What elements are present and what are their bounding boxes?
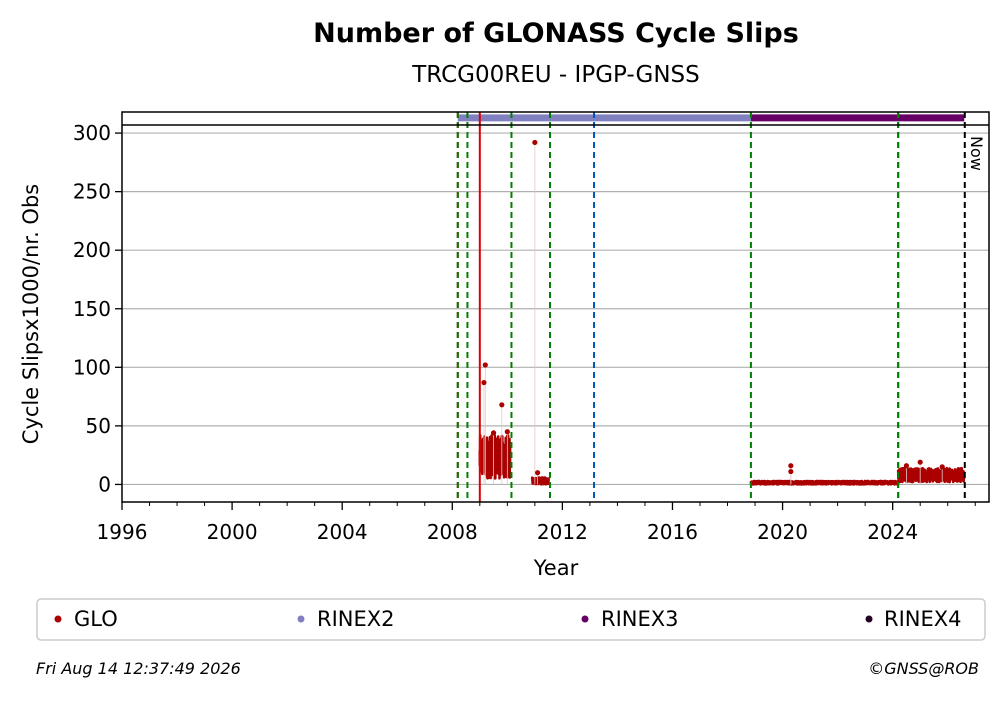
legend-marker-rinex2: [297, 615, 305, 623]
x-axis-label: Year: [533, 556, 579, 580]
data-marks: [457, 114, 966, 486]
legend-box: GLO RINEX2 RINEX3 RINEX4: [36, 598, 986, 641]
legend-label-rinex3: RINEX3: [601, 607, 679, 631]
x-tick-label: 1996: [97, 520, 148, 544]
y-tick-label: 300: [73, 121, 111, 145]
glo-data-point: [504, 429, 510, 435]
x-tick-label: 2016: [647, 520, 698, 544]
glo-data-point: [532, 139, 538, 146]
glo-data-point: [903, 463, 910, 469]
x-tick-label: 2004: [317, 520, 368, 544]
footer-timestamp: Fri Aug 14 12:37:49 2026: [36, 659, 241, 678]
chart-title: Number of GLONASS Cycle Slips: [313, 18, 799, 49]
glo-series-segment: [749, 479, 900, 486]
legend-marker-rinex4: [865, 615, 873, 623]
glo-data-point: [788, 468, 794, 475]
x-tick-label: 2008: [427, 520, 478, 544]
footer-credit: ©GNSS@ROB: [868, 659, 979, 678]
x-tick-label: 2000: [207, 520, 258, 544]
y-tick-label: 200: [73, 238, 111, 262]
y-tick-label: 50: [86, 414, 111, 438]
legend-label-rinex4: RINEX4: [884, 607, 962, 631]
x-tick-label: 2012: [537, 520, 588, 544]
x-axis-ticks: 1996 2000 2004 2008 2012 2016 2020 2024: [97, 502, 976, 544]
x-tick-label: 2024: [867, 520, 918, 544]
event-lines: Now: [456, 112, 986, 502]
glo-data-point: [499, 402, 505, 408]
y-axis-ticks: 0 50 100 150 200 250 300: [73, 121, 122, 496]
glo-data-point: [490, 430, 497, 436]
x-tick-label: 2020: [757, 520, 808, 544]
glo-data-point: [917, 459, 923, 465]
glo-data-point: [939, 464, 945, 470]
glo-series-segment: [896, 466, 966, 484]
glo-data-point: [481, 379, 487, 386]
glo-series-segment: [478, 434, 512, 480]
y-tick-label: 0: [98, 472, 111, 496]
legend-marker-rinex3: [581, 615, 589, 623]
glo-data-point: [788, 463, 794, 469]
y-tick-label: 150: [73, 297, 111, 321]
y-tick-label: 100: [73, 355, 111, 379]
glo-data-point: [535, 470, 541, 476]
y-tick-label: 250: [73, 180, 111, 204]
plot-frame: [121, 111, 990, 503]
glo-data-point: [482, 362, 488, 368]
legend-label-rinex2: RINEX2: [317, 607, 395, 631]
y-axis-label: Cycle Slipsx1000/nr. Obs: [19, 184, 43, 444]
chart-subtitle: TRCG00REU - IPGP-GNSS: [411, 62, 700, 88]
legend-marker-glo: [54, 615, 62, 623]
legend-frame: [36, 598, 986, 641]
now-label: Now: [967, 136, 986, 171]
legend-label-glo: GLO: [74, 607, 118, 631]
grid-lines: [122, 132, 989, 486]
